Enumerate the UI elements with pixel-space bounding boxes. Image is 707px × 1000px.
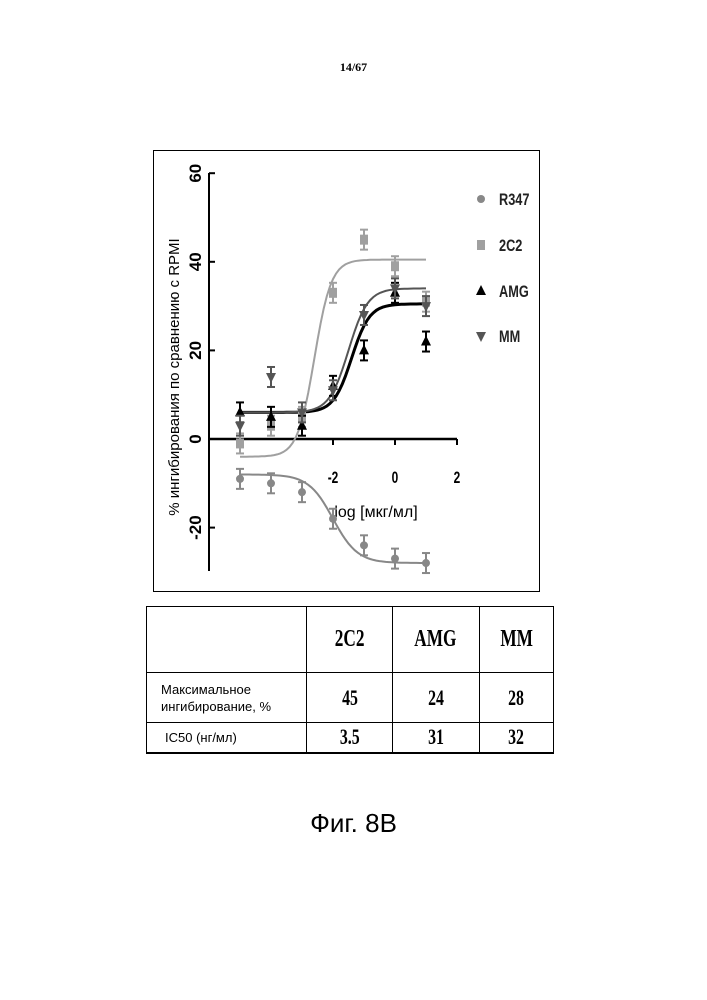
data-point-r347 [391, 555, 399, 563]
x-tick-label: 0 [392, 469, 399, 488]
data-point-mm [421, 302, 431, 312]
table-row-ic50: IC50 (нг/мл) 3.5 31 32 [147, 723, 554, 753]
y-tick-label: 0 [186, 434, 205, 443]
legend-label-2c2: 2C2 [499, 236, 522, 255]
data-point-mm [235, 422, 245, 432]
legend-marker-mm [476, 332, 486, 342]
page-number: 14/67 [0, 60, 707, 75]
table-header-row: 2C2 AMG MM [147, 607, 554, 673]
legend-marker-r347 [477, 195, 485, 203]
x-tick-label: -2 [328, 469, 339, 488]
y-tick-label: -20 [186, 515, 205, 540]
figure-caption: Фиг. 8B [0, 808, 707, 839]
cell-max-2c2: 45 [342, 685, 358, 711]
data-point-r347 [422, 559, 430, 567]
legend-marker-amg [476, 285, 486, 295]
data-point-2c2 [236, 438, 244, 448]
legend-marker-2c2 [477, 240, 485, 250]
y-tick-label: 60 [186, 164, 205, 183]
y-tick-label: 20 [186, 341, 205, 360]
row-label-line2: ингибирование, % [161, 698, 306, 715]
data-point-r347 [360, 541, 368, 549]
results-table: 2C2 AMG MM Максимальное ингибирование, %… [146, 606, 554, 754]
data-point-2c2 [329, 288, 337, 298]
data-point-mm [266, 373, 276, 383]
cell-ic50-mm: 32 [508, 724, 524, 750]
data-point-2c2 [391, 261, 399, 271]
data-point-r347 [298, 488, 306, 496]
legend-label-r347: R347 [499, 190, 529, 209]
data-point-amg [359, 344, 369, 354]
cell-max-amg: 24 [428, 685, 444, 711]
legend-label-amg: AMG [499, 282, 529, 301]
chart-svg: 6040200-20-202% ингибирования по сравнен… [154, 151, 541, 593]
data-point-r347 [236, 475, 244, 483]
x-tick-label: 2 [454, 469, 461, 488]
dose-response-chart: 6040200-20-202% ингибирования по сравнен… [153, 150, 540, 592]
row-label-ic50: IC50 (нг/мл) [165, 729, 306, 746]
row-label-line1: Максимальное [161, 681, 306, 698]
column-header-mm: MM [500, 626, 533, 653]
x-axis-label: log [мкг/мл] [334, 504, 417, 521]
cell-max-mm: 28 [508, 685, 524, 711]
data-point-amg [421, 336, 431, 346]
y-axis-label: % ингибирования по сравнению с RPMI [166, 238, 183, 515]
column-header-amg: AMG [415, 626, 457, 653]
cell-ic50-amg: 31 [428, 724, 444, 750]
cell-ic50-2c2: 3.5 [340, 724, 360, 750]
y-tick-label: 40 [186, 252, 205, 271]
table-row-max-inhibition: Максимальное ингибирование, % 45 24 28 [147, 673, 554, 723]
legend-label-mm: MM [499, 327, 520, 346]
column-header-2c2: 2C2 [335, 626, 365, 653]
table-corner-cell [147, 607, 307, 673]
data-point-r347 [267, 479, 275, 487]
data-point-2c2 [360, 235, 368, 245]
data-point-r347 [329, 515, 337, 523]
